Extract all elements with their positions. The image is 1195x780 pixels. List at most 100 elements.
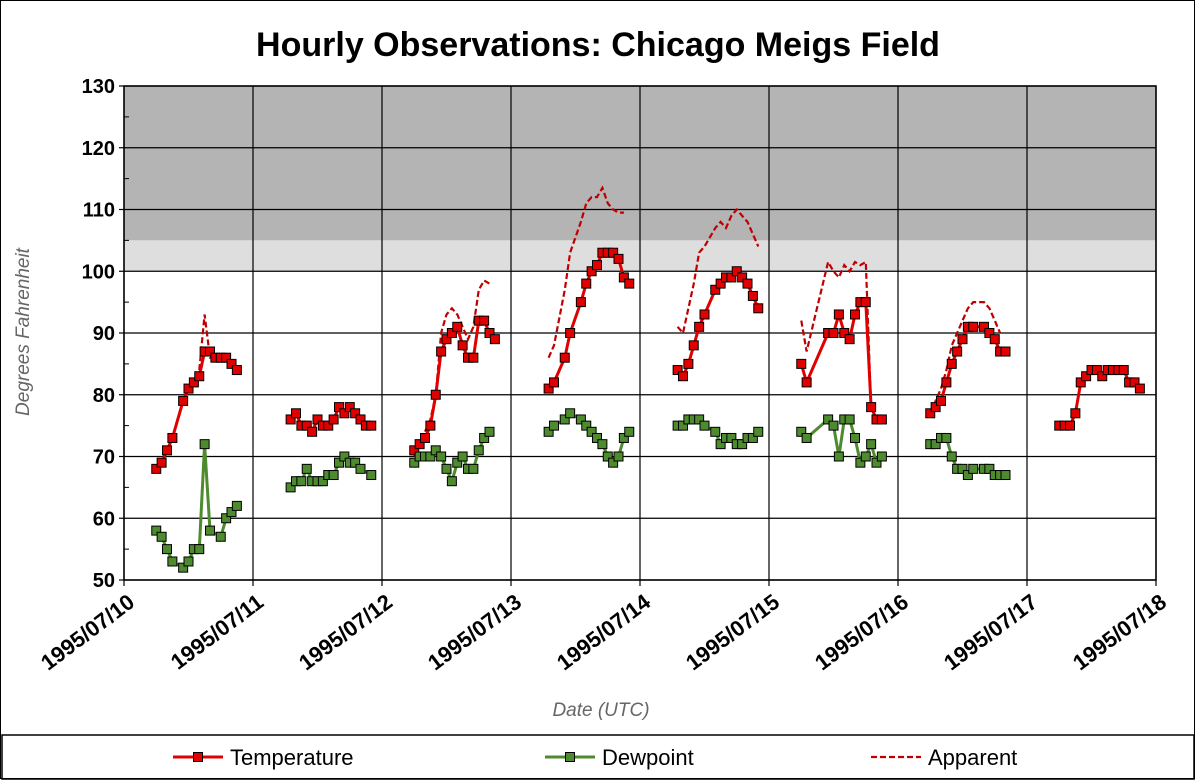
- temperature-point: [672, 365, 683, 376]
- temperature-point: [484, 328, 495, 338]
- dewpoint-point: [317, 476, 328, 487]
- temperature-point: [941, 377, 952, 388]
- dewpoint-point: [430, 445, 441, 456]
- dewpoint-point: [151, 525, 162, 536]
- dewpoint-point: [215, 531, 226, 542]
- dewpoint-point: [457, 451, 468, 462]
- temperature-point: [575, 297, 586, 308]
- y-tick-label: 100: [82, 261, 115, 283]
- temperature-point: [833, 309, 844, 320]
- temperature-point: [430, 389, 441, 400]
- temperature-point: [543, 383, 554, 394]
- chart-title: Hourly Observations: Chicago Meigs Field: [256, 26, 940, 64]
- temperature-point: [613, 253, 624, 264]
- dewpoint-point: [694, 414, 705, 425]
- apparent-line: [413, 278, 491, 457]
- dewpoint-point: [753, 426, 764, 437]
- dewpoint-point: [339, 451, 350, 462]
- dewpoint-point: [618, 432, 629, 443]
- temperature-point: [457, 340, 468, 351]
- y-tick-label: 60: [93, 508, 115, 530]
- dewpoint-point: [226, 507, 237, 518]
- temperature-point: [936, 395, 946, 406]
- temperature-point: [355, 414, 366, 425]
- temperature-point: [1129, 377, 1140, 388]
- temperature-point: [688, 340, 699, 351]
- temperature-point: [592, 260, 602, 271]
- y-tick-label: 130: [82, 76, 115, 98]
- x-tick-label: 1995/07/10: [36, 589, 139, 675]
- x-tick-label: 1995/07/17: [939, 589, 1042, 675]
- temperature-point: [839, 328, 850, 338]
- x-tick-label: 1995/07/16: [810, 589, 913, 675]
- dewpoint-point: [984, 463, 995, 474]
- temperature-point: [876, 414, 887, 425]
- dewpoint-point: [946, 451, 957, 462]
- legend: Temperature Dewpoint Apparent: [173, 745, 1017, 770]
- dewpoint-point: [156, 531, 167, 542]
- temperature-point: [436, 346, 447, 357]
- dewpoint-point: [855, 457, 866, 468]
- apparent-line: [676, 207, 760, 336]
- x-tick-label: 1995/07/11: [166, 589, 268, 675]
- dewpoint-point: [543, 426, 554, 437]
- dewpoint-point: [296, 476, 307, 487]
- temperature-point: [925, 408, 936, 419]
- temperature-point: [183, 383, 194, 394]
- dewpoint-point: [844, 414, 855, 425]
- temperature-point: [1075, 377, 1086, 388]
- temperature-point: [334, 402, 344, 413]
- temperature-point: [479, 315, 490, 326]
- dewpoint-point: [205, 525, 215, 536]
- temperature-point: [801, 377, 812, 388]
- temperature-point: [226, 358, 237, 369]
- temperature-point: [446, 328, 457, 338]
- y-tick-label: 50: [93, 570, 115, 592]
- temperature-point: [489, 334, 500, 345]
- temperature-point: [710, 284, 721, 295]
- temperature-point: [850, 309, 860, 320]
- dewpoint-point: [194, 544, 205, 555]
- temperature-point: [742, 278, 753, 289]
- temperature-point: [608, 247, 619, 258]
- temperature-point: [683, 358, 694, 369]
- dewpoint-point: [1000, 470, 1011, 481]
- dewpoint-point: [409, 457, 420, 468]
- dewpoint-point: [452, 457, 463, 468]
- dewpoint-point: [860, 451, 871, 462]
- dewpoint-point: [962, 470, 973, 481]
- y-tick-label: 90: [93, 323, 115, 345]
- temperature-point: [167, 432, 178, 443]
- temperature-point: [946, 358, 957, 369]
- dewpoint-point: [199, 439, 210, 450]
- dewpoint-point: [559, 414, 570, 425]
- dewpoint-point: [221, 513, 232, 524]
- legend-label-temperature: Temperature: [230, 745, 354, 770]
- temperature-point: [624, 278, 635, 289]
- dewpoint-point: [436, 451, 447, 462]
- temperature-point: [796, 358, 807, 369]
- dewpoint-point: [796, 426, 807, 437]
- legend-item-dewpoint: Dewpoint: [545, 745, 694, 770]
- temperature-point: [420, 432, 430, 443]
- temperature-point: [952, 346, 963, 357]
- temperature-point: [726, 272, 737, 283]
- temperature-point: [694, 321, 705, 332]
- dewpoint-point: [608, 457, 619, 468]
- temperature-point: [1118, 365, 1129, 376]
- series-dewpoint: [151, 408, 1011, 573]
- dewpoint-point: [366, 470, 377, 481]
- dewpoint-point: [167, 556, 178, 567]
- dewpoint-point: [468, 463, 479, 474]
- dewpoint-point: [231, 500, 242, 511]
- dewpoint-point: [747, 432, 758, 443]
- temperature-point: [366, 420, 377, 431]
- temperature-point: [731, 266, 742, 277]
- temperature-point: [221, 352, 232, 363]
- temperature-point: [231, 365, 242, 376]
- legend-label-apparent: Apparent: [928, 745, 1017, 770]
- dewpoint-point: [597, 439, 608, 450]
- temperature-point: [968, 321, 979, 332]
- dewpoint-point: [425, 451, 436, 462]
